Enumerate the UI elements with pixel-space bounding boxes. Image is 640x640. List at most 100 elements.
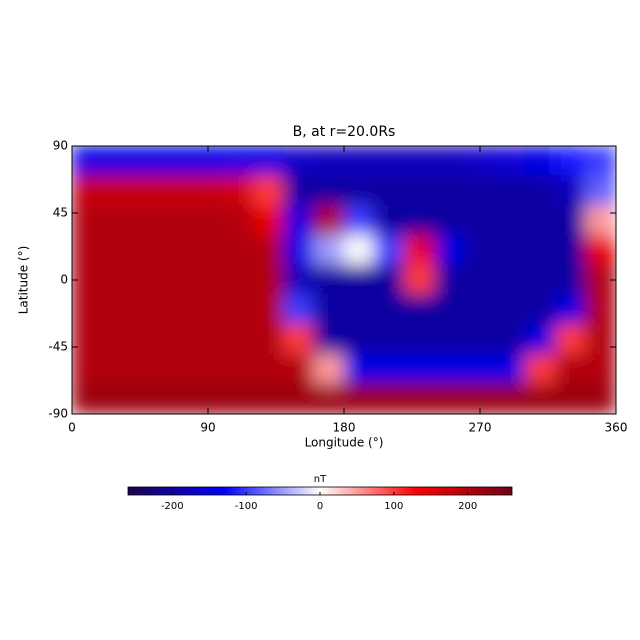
cell <box>162 353 194 385</box>
cell <box>222 353 254 385</box>
chart-title: B, at r=20.0Rs <box>293 124 396 140</box>
cell <box>252 324 285 355</box>
cell <box>252 146 285 177</box>
cell <box>464 175 496 207</box>
cell <box>192 264 224 296</box>
cell <box>403 146 436 177</box>
cell <box>72 146 103 177</box>
x-tick-label: 270 <box>469 421 492 435</box>
cell <box>464 205 496 236</box>
plot-area <box>72 146 616 414</box>
cell <box>192 234 224 266</box>
field <box>72 146 616 414</box>
cell <box>313 294 345 326</box>
colorbar-label: nT <box>314 474 327 485</box>
cell <box>494 353 526 385</box>
cell <box>162 294 194 326</box>
cell <box>464 324 496 355</box>
cell <box>101 146 133 177</box>
cell <box>555 234 587 266</box>
cell <box>162 234 194 266</box>
cell <box>373 175 405 207</box>
cell <box>72 294 103 326</box>
cell <box>131 234 164 266</box>
cell <box>373 294 405 326</box>
cell <box>494 294 526 326</box>
cell <box>555 383 587 414</box>
cell <box>524 175 557 207</box>
cell <box>72 234 103 266</box>
cell <box>555 175 587 207</box>
cell <box>464 353 496 385</box>
x-tick-label: 0 <box>68 421 76 435</box>
cell <box>101 324 133 355</box>
cell <box>585 146 616 177</box>
cell <box>403 264 436 296</box>
x-tick-label: 360 <box>605 421 628 435</box>
cell <box>343 146 375 177</box>
cell <box>72 175 103 207</box>
cell <box>192 175 224 207</box>
cell <box>373 205 405 236</box>
cell <box>494 205 526 236</box>
cell <box>72 383 103 414</box>
cell <box>222 234 254 266</box>
cell <box>343 294 375 326</box>
cell <box>434 264 466 296</box>
cell <box>403 205 436 236</box>
cell <box>101 294 133 326</box>
cell <box>162 383 194 414</box>
cell <box>283 383 315 414</box>
cell <box>585 383 616 414</box>
cell <box>434 175 466 207</box>
cell <box>252 264 285 296</box>
cell <box>252 234 285 266</box>
cell <box>313 205 345 236</box>
colorbar-tick-label: -100 <box>235 501 258 512</box>
cell <box>343 234 375 266</box>
cell <box>524 264 557 296</box>
cell <box>101 353 133 385</box>
cell <box>313 264 345 296</box>
cell <box>192 205 224 236</box>
cell <box>283 146 315 177</box>
cell <box>313 383 345 414</box>
cell <box>222 294 254 326</box>
cell <box>162 146 194 177</box>
y-tick-label: -90 <box>48 407 68 421</box>
cell <box>72 324 103 355</box>
cell <box>222 264 254 296</box>
cell <box>222 205 254 236</box>
cell <box>252 175 285 207</box>
cell <box>283 264 315 296</box>
cell <box>343 383 375 414</box>
cell <box>131 353 164 385</box>
cell <box>283 353 315 385</box>
cell <box>343 175 375 207</box>
cell <box>524 146 557 177</box>
cell <box>101 234 133 266</box>
cell <box>72 205 103 236</box>
cell <box>373 234 405 266</box>
cell <box>283 234 315 266</box>
cell <box>524 205 557 236</box>
cell <box>464 234 496 266</box>
cell <box>555 146 587 177</box>
y-axis-label: Latitude (°) <box>17 246 31 315</box>
cell <box>222 324 254 355</box>
cell <box>252 383 285 414</box>
cell <box>494 146 526 177</box>
cell <box>283 175 315 207</box>
cell <box>131 324 164 355</box>
cell <box>434 234 466 266</box>
cell <box>222 175 254 207</box>
cell <box>343 353 375 385</box>
cell <box>101 383 133 414</box>
cell <box>585 205 616 236</box>
cell <box>222 146 254 177</box>
cell <box>403 234 436 266</box>
x-axis-label: Longitude (°) <box>305 436 384 450</box>
cell <box>162 205 194 236</box>
cell <box>192 353 224 385</box>
